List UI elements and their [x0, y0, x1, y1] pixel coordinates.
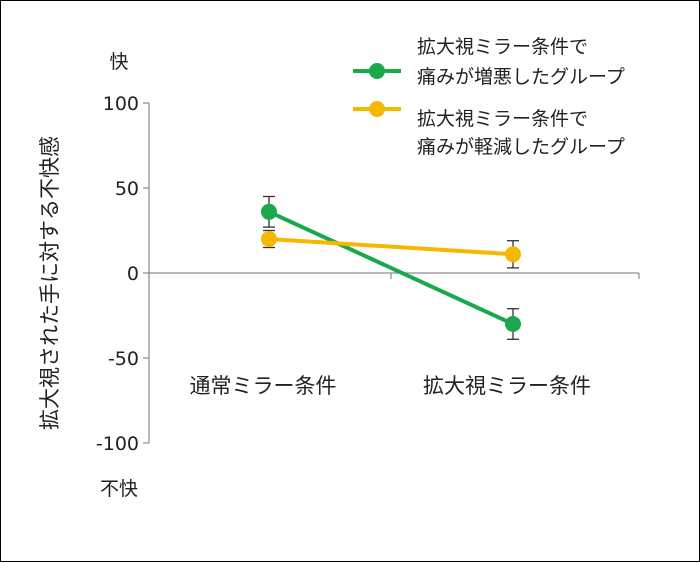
y-axis-label: 拡大視された手に対する不快感: [38, 136, 62, 430]
x-category-label: 拡大視ミラー条件: [423, 374, 591, 398]
x-category-label: 通常ミラー条件: [190, 374, 337, 398]
y-tick-labels: 100 50 0 -50 -100: [96, 93, 139, 455]
data-point: [261, 203, 277, 220]
y-tick-label: 50: [115, 178, 139, 200]
y-tick-label: 0: [127, 263, 139, 285]
legend-swatch-marker: [369, 101, 385, 117]
x-category-labels: 通常ミラー条件 拡大視ミラー条件: [190, 374, 592, 398]
legend-label-line2: 痛みが軽減したグループ: [417, 136, 625, 158]
y-tick-label: 100: [103, 93, 139, 115]
bottom-end-label: 不快: [100, 478, 138, 500]
series-line: [268, 209, 514, 326]
series-layer: [261, 195, 521, 340]
data-point: [261, 231, 277, 247]
series-line: [268, 237, 514, 257]
data-point: [505, 316, 521, 332]
y-tick-label: -100: [96, 433, 139, 455]
legend-swatch-marker: [369, 63, 385, 79]
series-1: [261, 195, 521, 340]
legend-label-line1: 拡大視ミラー条件で: [417, 36, 588, 58]
axes: [143, 102, 640, 444]
y-tick-label: -50: [108, 348, 139, 370]
top-end-label: 快: [109, 51, 128, 73]
data-point: [505, 246, 521, 263]
series-2: [261, 229, 521, 269]
legend-label-line1: 拡大視ミラー条件で: [417, 108, 588, 130]
legend-label-line2: 痛みが増悪したグループ: [417, 66, 625, 88]
